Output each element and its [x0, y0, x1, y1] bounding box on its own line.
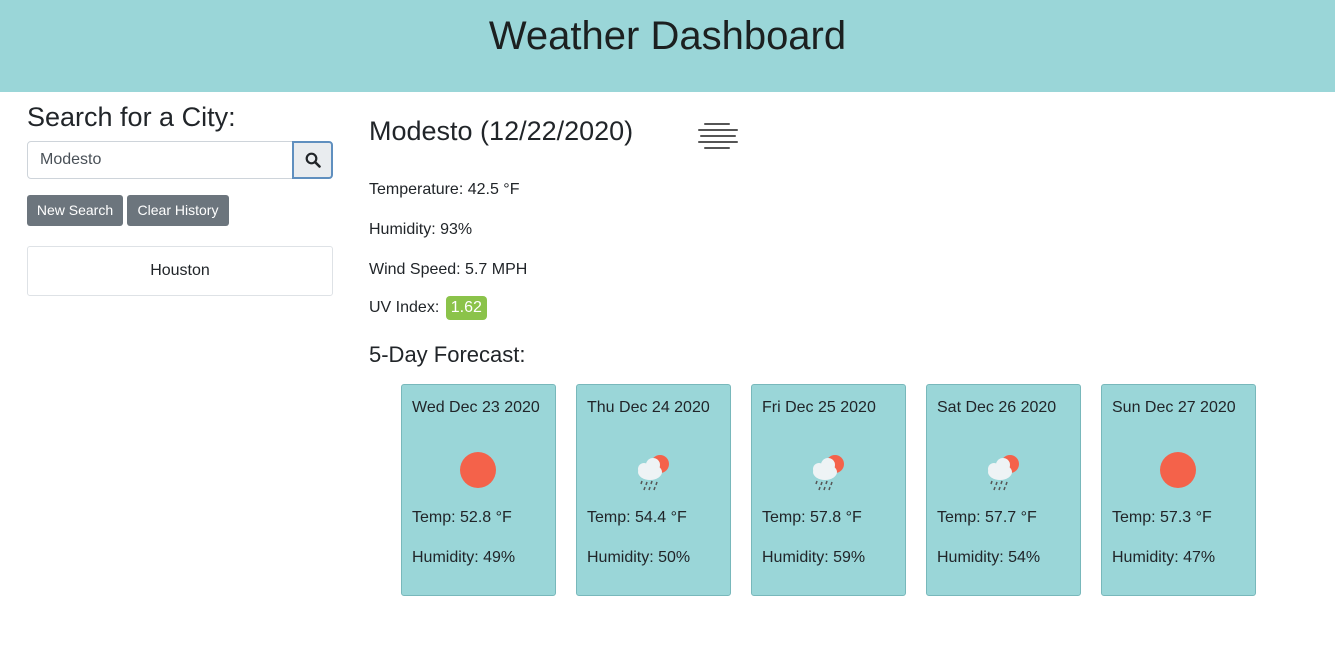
forecast-temp: Temp: 52.8 °F: [412, 509, 512, 526]
forecast-date: Thu Dec 24 2020: [587, 399, 710, 416]
history-item[interactable]: Houston: [27, 246, 333, 296]
city-search-input[interactable]: [27, 141, 293, 179]
current-humidity: Humidity: 93%: [369, 221, 473, 238]
forecast-date: Fri Dec 25 2020: [762, 399, 876, 416]
search-heading: Search for a City:: [27, 102, 236, 132]
main-content: Modesto (12/22/2020) Temperature: 42.5 °…: [369, 110, 1309, 630]
forecast-cards: Wed Dec 23 2020 Temp: 52.8 °F Humidity: …: [401, 384, 1261, 596]
forecast-card: Thu Dec 24 2020 Temp: 54.4 °F Humidity: …: [576, 384, 731, 596]
forecast-humidity: Humidity: 50%: [587, 549, 691, 566]
rain-cloud-sun-icon: [638, 455, 669, 491]
forecast-card: Sun Dec 27 2020 Temp: 57.3 °F Humidity: …: [1101, 384, 1256, 596]
forecast-card: Fri Dec 25 2020 Temp: 57.8 °F Humidity: …: [751, 384, 906, 596]
forecast-humidity: Humidity: 54%: [937, 549, 1041, 566]
current-weather-title: Modesto (12/22/2020): [369, 116, 634, 146]
search-history-list: Houston: [27, 246, 333, 296]
current-wind-speed: Wind Speed: 5.7 MPH: [369, 261, 528, 278]
rain-cloud-sun-icon: [813, 455, 844, 491]
clear-history-button[interactable]: Clear History: [127, 195, 229, 226]
uv-index-badge: 1.62: [445, 296, 487, 320]
forecast-humidity: Humidity: 49%: [412, 549, 516, 566]
forecast-card: Sat Dec 26 2020 Temp: 57.7 °F Humidity: …: [926, 384, 1081, 596]
sun-icon: [1160, 452, 1196, 488]
forecast-date: Wed Dec 23 2020: [412, 399, 540, 416]
current-temperature: Temperature: 42.5 °F: [369, 181, 520, 198]
forecast-date: Sat Dec 26 2020: [937, 399, 1057, 416]
forecast-temp: Temp: 57.7 °F: [937, 509, 1037, 526]
search-icon: [305, 152, 321, 168]
search-button[interactable]: [292, 141, 333, 179]
page-header: Weather Dashboard: [0, 0, 1335, 92]
sun-icon: [460, 452, 496, 488]
forecast-temp: Temp: 54.4 °F: [587, 509, 687, 526]
uv-label: UV Index:: [369, 299, 440, 316]
forecast-title: 5-Day Forecast:: [369, 342, 526, 367]
sidebar: Search for a City: New Search Clear Hist…: [27, 100, 333, 296]
forecast-humidity: Humidity: 59%: [762, 549, 866, 566]
rain-cloud-sun-icon: [988, 455, 1019, 491]
page-title: Weather Dashboard: [488, 14, 847, 58]
current-uv-row: UV Index: 1.62: [369, 296, 487, 320]
forecast-card: Wed Dec 23 2020 Temp: 52.8 °F Humidity: …: [401, 384, 556, 596]
new-search-button[interactable]: New Search: [27, 195, 123, 226]
forecast-date: Sun Dec 27 2020: [1112, 399, 1236, 416]
search-row: [27, 141, 333, 179]
forecast-humidity: Humidity: 47%: [1112, 549, 1216, 566]
forecast-temp: Temp: 57.8 °F: [762, 509, 862, 526]
fog-icon: [698, 123, 738, 149]
forecast-temp: Temp: 57.3 °F: [1112, 509, 1212, 526]
